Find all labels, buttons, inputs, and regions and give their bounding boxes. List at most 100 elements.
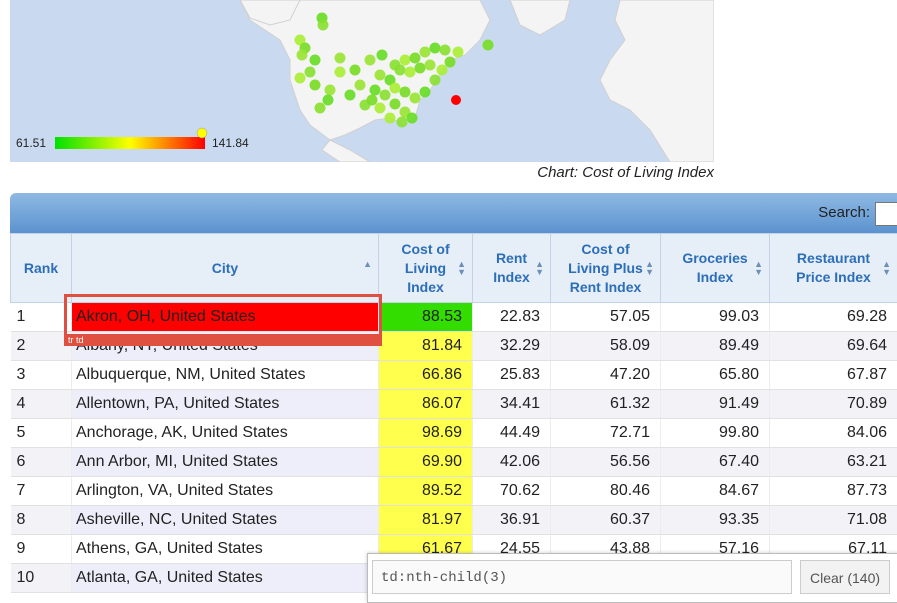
city-cell[interactable]: Athens, GA, United States	[72, 535, 379, 564]
restaurant-price-cell[interactable]: 70.89	[770, 390, 897, 419]
rent-index-cell[interactable]: 32.29	[473, 332, 551, 361]
city-cell[interactable]: Arlington, VA, United States	[72, 477, 379, 506]
groceries-index-cell[interactable]: 65.80	[661, 361, 770, 390]
city-dot[interactable]	[385, 113, 396, 124]
city-dot[interactable]	[390, 99, 401, 110]
cost-of-living-plus-rent-cell[interactable]: 47.20	[551, 361, 661, 390]
rank-cell[interactable]: 3	[11, 361, 72, 390]
city-dot[interactable]	[400, 87, 411, 98]
city-dot[interactable]	[350, 65, 361, 76]
rank-cell[interactable]: 1	[11, 303, 72, 332]
cost-of-living-cell[interactable]: 81.97	[379, 506, 473, 535]
restaurant-price-cell[interactable]: 71.08	[770, 506, 897, 535]
rent-index-cell[interactable]: 44.49	[473, 419, 551, 448]
cost-of-living-plus-rent-cell[interactable]: 57.05	[551, 303, 661, 332]
cost-of-living-plus-rent-cell[interactable]: 80.46	[551, 477, 661, 506]
groceries-index-cell[interactable]: 91.49	[661, 390, 770, 419]
city-dot[interactable]	[365, 55, 376, 66]
city-dot[interactable]	[377, 50, 388, 61]
restaurant-price-cell[interactable]: 69.64	[770, 332, 897, 361]
rank-cell[interactable]: 2	[11, 332, 72, 361]
header-cost-of-living-index[interactable]: Cost of Living Index▲▼	[379, 234, 473, 303]
city-dot[interactable]	[395, 65, 406, 76]
city-dot[interactable]	[420, 87, 431, 98]
rank-cell[interactable]: 10	[11, 564, 72, 593]
city-dot[interactable]	[440, 45, 451, 56]
city-cell[interactable]: Atlanta, GA, United States	[72, 564, 379, 593]
header-restaurant-price-index[interactable]: Restaurant Price Index▲▼	[770, 234, 897, 303]
cost-of-living-cell[interactable]: 89.52	[379, 477, 473, 506]
header-groceries-index[interactable]: Groceries Index▲▼	[661, 234, 770, 303]
city-dot[interactable]	[345, 90, 356, 101]
cost-of-living-cell[interactable]: 69.90	[379, 448, 473, 477]
city-dot[interactable]	[380, 90, 391, 101]
city-dot[interactable]	[295, 73, 306, 84]
header-city[interactable]: City▲	[72, 234, 379, 303]
rent-index-cell[interactable]: 70.62	[473, 477, 551, 506]
city-dot[interactable]	[425, 60, 436, 71]
city-dot[interactable]	[310, 55, 321, 66]
header-cost-of-living-plus-rent-index[interactable]: Cost of Living Plus Rent Index▲▼	[551, 234, 661, 303]
city-dot[interactable]	[335, 53, 346, 64]
cost-of-living-cell[interactable]: 66.86	[379, 361, 473, 390]
groceries-index-cell[interactable]: 67.40	[661, 448, 770, 477]
city-dot[interactable]	[453, 47, 464, 58]
groceries-index-cell[interactable]: 84.67	[661, 477, 770, 506]
groceries-index-cell[interactable]: 93.35	[661, 506, 770, 535]
rank-cell[interactable]: 9	[11, 535, 72, 564]
city-dot[interactable]	[370, 85, 381, 96]
rent-index-cell[interactable]: 22.83	[473, 303, 551, 332]
city-dot[interactable]	[367, 95, 378, 106]
groceries-index-cell[interactable]: 89.49	[661, 332, 770, 361]
cost-of-living-cell[interactable]: 88.53	[379, 303, 473, 332]
header-rank[interactable]: Rank	[11, 234, 72, 303]
city-dot[interactable]	[415, 63, 426, 74]
rent-index-cell[interactable]: 25.83	[473, 361, 551, 390]
restaurant-price-cell[interactable]: 69.28	[770, 303, 897, 332]
rank-cell[interactable]: 4	[11, 390, 72, 419]
city-dot[interactable]	[400, 55, 411, 66]
restaurant-price-cell[interactable]: 84.06	[770, 419, 897, 448]
selector-input[interactable]: td:nth-child(3)	[372, 560, 792, 594]
city-dot[interactable]	[355, 80, 366, 91]
search-input[interactable]	[875, 202, 897, 226]
city-dot-high[interactable]	[451, 95, 461, 105]
city-dot[interactable]	[437, 65, 448, 76]
cost-of-living-plus-rent-cell[interactable]: 58.09	[551, 332, 661, 361]
city-dot[interactable]	[375, 70, 386, 81]
city-dot[interactable]	[405, 67, 416, 78]
city-dot[interactable]	[430, 75, 441, 86]
city-dot[interactable]	[390, 83, 401, 94]
city-dot[interactable]	[375, 103, 386, 114]
city-cell[interactable]: Asheville, NC, United States	[72, 506, 379, 535]
city-cell[interactable]: Akron, OH, United States	[72, 303, 379, 332]
cost-of-living-map[interactable]	[10, 0, 714, 162]
city-dot[interactable]	[410, 93, 421, 104]
city-dot[interactable]	[305, 67, 316, 78]
restaurant-price-cell[interactable]: 67.87	[770, 361, 897, 390]
city-dot[interactable]	[397, 117, 408, 128]
clear-button[interactable]: Clear (140)	[800, 560, 890, 594]
cost-of-living-cell[interactable]: 98.69	[379, 419, 473, 448]
restaurant-price-cell[interactable]: 87.73	[770, 477, 897, 506]
city-dot[interactable]	[407, 113, 418, 124]
cost-of-living-plus-rent-cell[interactable]: 72.71	[551, 419, 661, 448]
city-dot[interactable]	[318, 20, 329, 31]
city-dot[interactable]	[310, 80, 321, 91]
cost-of-living-cell[interactable]: 86.07	[379, 390, 473, 419]
rank-cell[interactable]: 5	[11, 419, 72, 448]
rank-cell[interactable]: 7	[11, 477, 72, 506]
city-cell[interactable]: Albuquerque, NM, United States	[72, 361, 379, 390]
rent-index-cell[interactable]: 36.91	[473, 506, 551, 535]
city-cell[interactable]: Allentown, PA, United States	[72, 390, 379, 419]
rank-cell[interactable]: 8	[11, 506, 72, 535]
city-dot[interactable]	[410, 53, 421, 64]
cost-of-living-plus-rent-cell[interactable]: 56.56	[551, 448, 661, 477]
city-cell[interactable]: Ann Arbor, MI, United States	[72, 448, 379, 477]
rent-index-cell[interactable]: 34.41	[473, 390, 551, 419]
city-dot[interactable]	[445, 57, 456, 68]
